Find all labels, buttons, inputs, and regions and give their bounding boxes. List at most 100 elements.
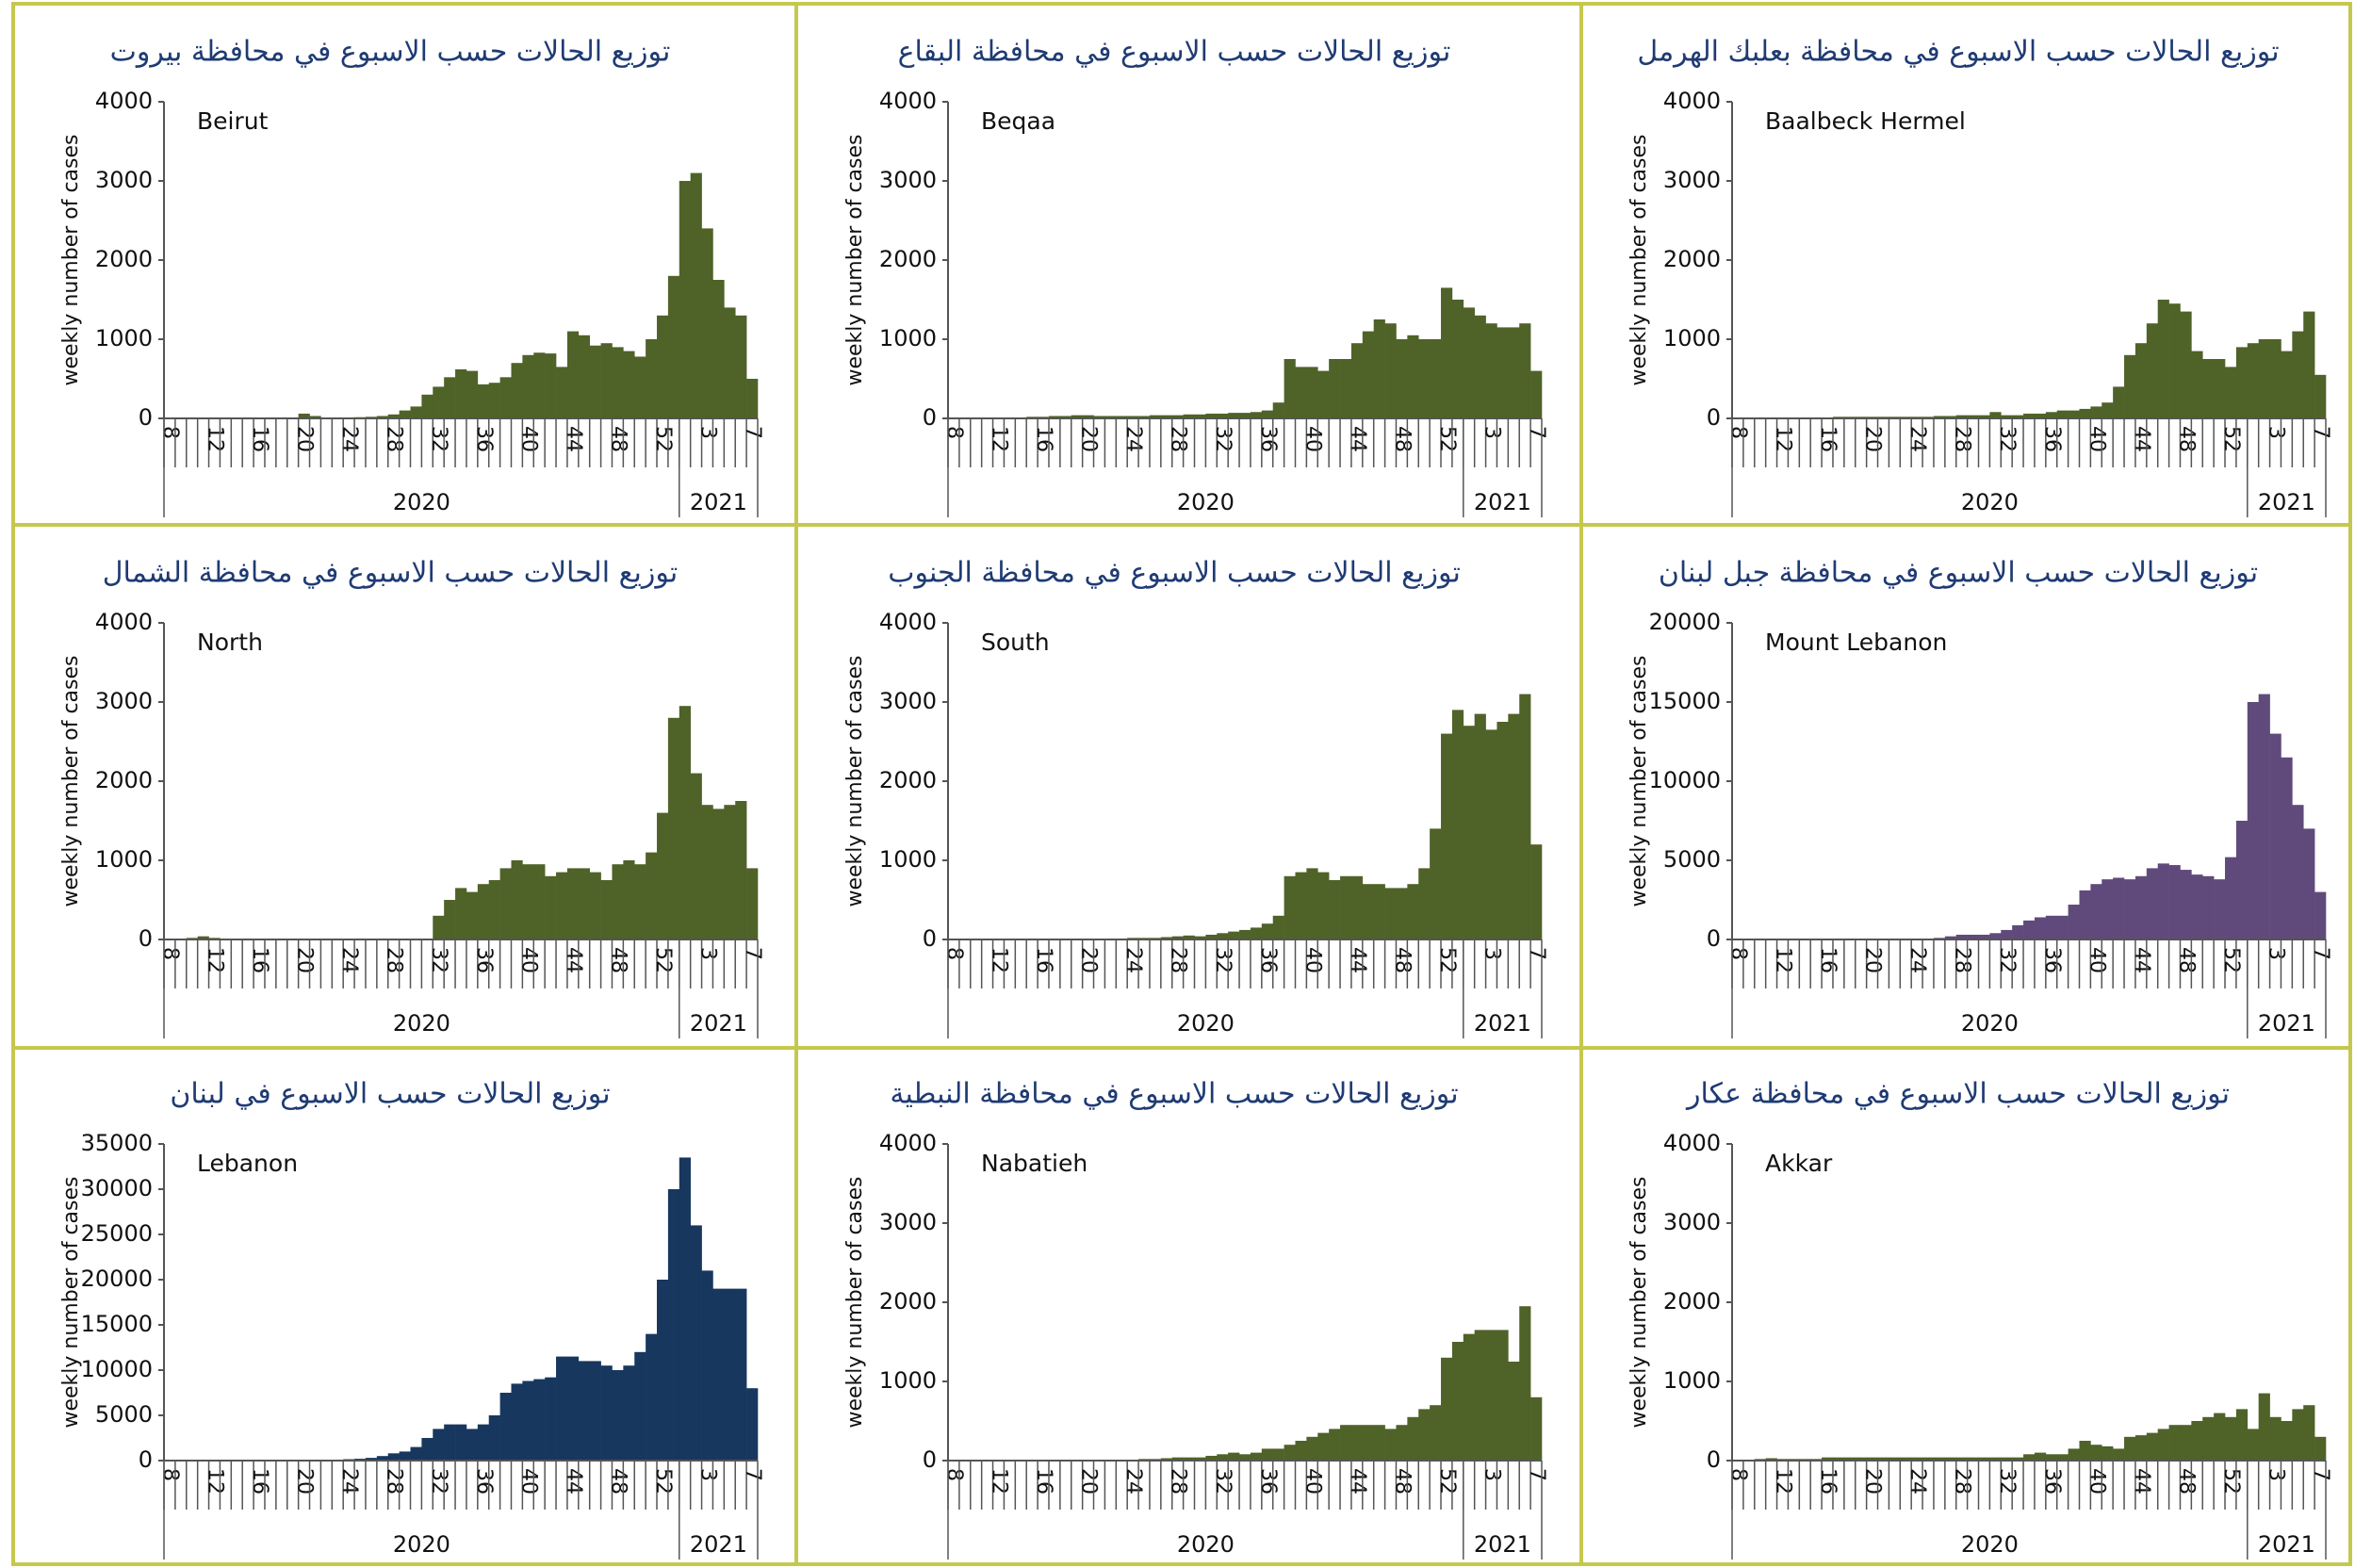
bar [1160,415,1173,418]
x-tick-label: 44 [562,426,585,452]
bar [1519,694,1531,939]
bar [2090,884,2102,939]
x-tick-label: 44 [1346,426,1369,452]
bar [2269,733,2281,939]
x-tick-label: 52 [1435,947,1459,973]
y-tick-label: 3000 [879,688,937,714]
bar [309,416,321,418]
bar [600,343,613,418]
bar [1340,359,1352,418]
bar [1350,1425,1364,1461]
year-label: 2021 [2258,1010,2315,1037]
y-tick-label: 15000 [1649,688,1721,714]
bar [2258,339,2270,418]
y-tick-label: 4000 [1663,1130,1721,1156]
x-tick-label: 8 [1726,947,1750,960]
bar [499,868,512,939]
bar [2090,406,2102,418]
region-label: Baalbeck Hermel [1765,107,1966,135]
chart-title: توزيع الحالات حسب الاسبوع في محافظة جبل … [1659,557,2258,590]
bar [612,864,624,939]
x-tick-label: 44 [1346,947,1369,973]
bar [1384,323,1397,418]
x-tick-label: 36 [1256,947,1280,973]
bar [1205,413,1218,418]
x-tick-label: 7 [1525,1468,1548,1481]
bar [2134,875,2148,939]
bar [2113,877,2125,939]
x-tick-label: 20 [293,1468,317,1494]
bar [667,275,680,418]
bar [522,354,534,418]
y-axis-label: weekly number of cases [843,1176,867,1428]
year-label: 2020 [1177,1531,1235,1558]
bar [2303,1405,2315,1461]
bar [376,1456,389,1461]
bar [2168,303,2181,418]
x-tick-label: 20 [1077,947,1101,973]
region-label: Lebanon [197,1150,298,1177]
bar [1922,1457,1935,1461]
bar [1306,1436,1318,1461]
bar [2235,347,2249,418]
bar [1317,872,1330,939]
y-tick-label: 2000 [1663,246,1721,272]
bar [1295,872,1307,939]
bar [1832,1457,1845,1461]
bar [1171,936,1184,939]
x-tick-label: 16 [248,947,271,973]
year-label: 2021 [2258,489,2315,515]
bar [1373,884,1385,939]
bar [2269,1416,2281,1461]
bar [1329,359,1341,418]
bar [2168,1425,2181,1461]
bar [1306,367,1318,418]
bar [2090,1445,2102,1461]
year-label: 2020 [1961,1010,2019,1037]
x-tick-label: 44 [2130,426,2153,452]
y-tick-label: 30000 [81,1175,153,1201]
bar [1430,828,1442,939]
bar [1340,875,1352,939]
bar [1329,880,1341,939]
bar [1350,875,1364,939]
bar [566,1356,580,1461]
bar [1183,1457,1195,1461]
bar [2012,415,2024,418]
bar [2079,408,2091,418]
x-tick-label: 44 [2130,947,2153,973]
region-label: Beirut [197,107,269,135]
x-tick-label: 32 [1995,1468,2019,1494]
bar [1496,327,1509,418]
bar [410,406,422,418]
x-tick-label: 16 [1032,947,1055,973]
bar [1474,315,1486,418]
bar [2023,413,2036,418]
bar [1239,929,1251,939]
x-tick-label: 48 [1390,1468,1414,1494]
bar [746,379,759,418]
bar [1205,934,1218,939]
bar [1071,415,1083,418]
x-tick-label: 24 [337,1468,361,1494]
bar [2023,1454,2036,1461]
bar [566,331,580,418]
bar [1384,1429,1397,1461]
bar [690,172,702,418]
bar [1900,1457,1912,1461]
x-tick-label: 20 [1077,426,1101,452]
bar [1843,1457,1856,1461]
bar [421,1438,433,1461]
bar [2202,1416,2215,1461]
bar [455,888,467,939]
bar [1989,1457,2002,1461]
x-tick-label: 44 [562,947,585,973]
bar [1272,915,1284,939]
bar [566,868,580,939]
y-axis-label: weekly number of cases [59,655,83,906]
bar [1866,1457,1878,1461]
x-tick-label: 36 [2040,947,2064,973]
y-tick-label: 4000 [879,88,937,114]
bar [2034,413,2047,418]
year-label: 2021 [1474,1010,1531,1037]
